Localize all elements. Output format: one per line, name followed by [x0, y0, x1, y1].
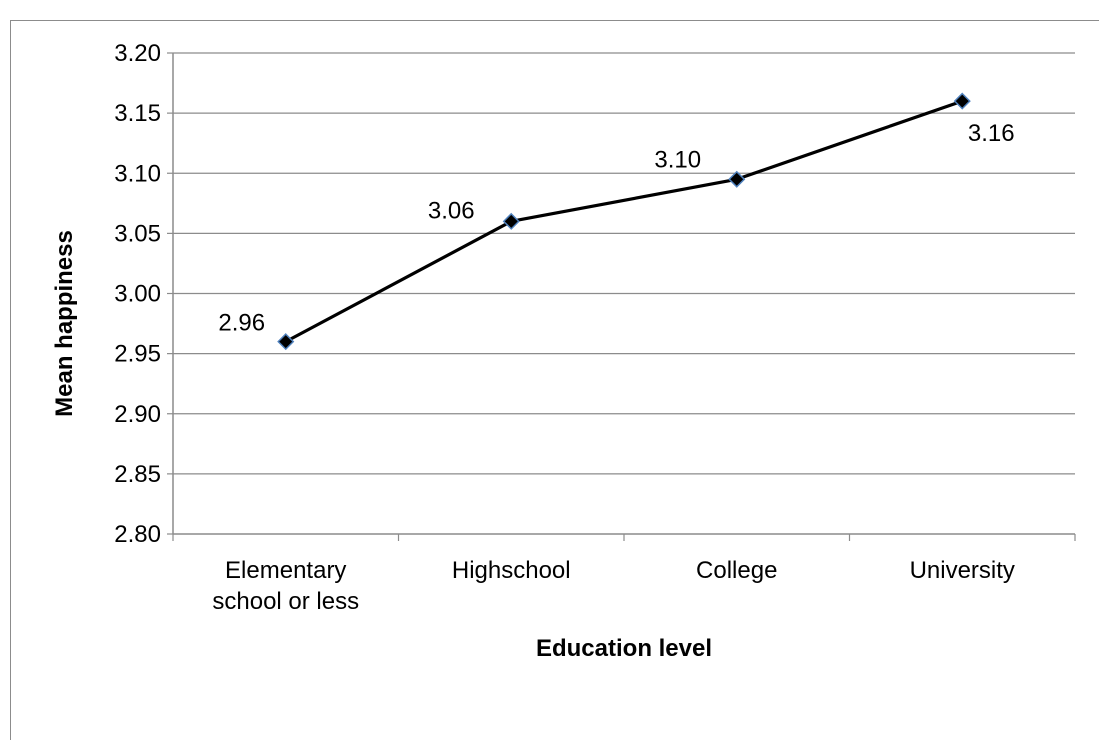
y-tick-label: 3.05: [114, 220, 161, 247]
x-tick-label: University: [910, 557, 1015, 584]
y-tick-label: 2.95: [114, 341, 161, 368]
line-chart: 2.80 2.85 2.90 2.95 3.00 3.05 3.10 3.15 3.20 Ele…: [51, 40, 1076, 662]
series-line: [284, 99, 963, 344]
y-axis-title: Mean happiness: [51, 230, 78, 417]
x-tick-label: Elementary school or less: [212, 557, 359, 615]
y-tick-label: 2.85: [114, 461, 161, 488]
data-label: 2.96: [218, 310, 265, 337]
x-axis-title: Education level: [536, 635, 712, 662]
y-tick-label: 2.90: [114, 401, 161, 428]
y-tick-labels: 2.80 2.85 2.90 2.95 3.00 3.05 3.10 3.15 3.20: [114, 40, 161, 548]
y-tick-label: 2.80: [114, 521, 161, 548]
x-tick-labels: Elementary school or less Highschool Colleg…: [212, 557, 1015, 615]
axes: [167, 52, 1076, 541]
y-tick-label: 3.20: [114, 40, 161, 67]
gridlines: [173, 52, 1075, 475]
y-tick-label: 3.10: [114, 160, 161, 187]
data-point-marker: [277, 333, 295, 351]
x-tick-label: College: [696, 557, 777, 584]
chart-frame: [10, 20, 1099, 740]
data-point-marker: [728, 170, 746, 188]
data-point-marker: [502, 212, 520, 230]
data-point-marker: [953, 92, 971, 110]
data-label: 3.16: [968, 120, 1015, 147]
series-happiness: [277, 92, 971, 351]
x-tick-label: Highschool: [452, 557, 571, 584]
data-label: 3.06: [428, 197, 475, 224]
data-label: 3.10: [654, 146, 701, 173]
data-labels: 2.96 3.06 3.10 3.16: [218, 120, 1014, 337]
y-tick-label: 3.00: [114, 281, 161, 308]
y-tick-label: 3.15: [114, 100, 161, 127]
